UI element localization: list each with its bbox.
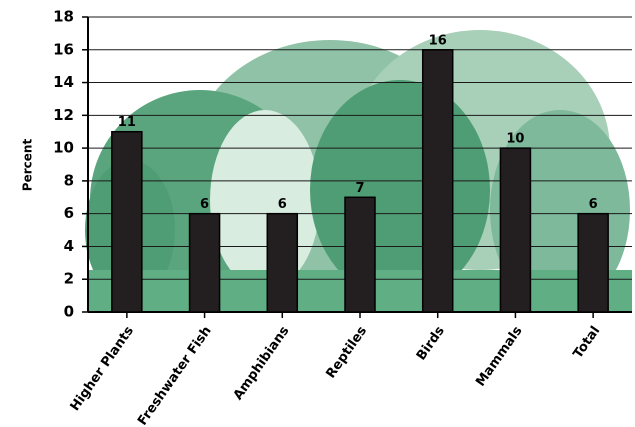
x-tick-label: Freshwater Fish <box>135 324 215 427</box>
data-label: 6 <box>200 197 209 212</box>
data-label: 6 <box>589 197 598 212</box>
y-tick-label: 0 <box>64 303 74 321</box>
x-tick-label: Reptiles <box>324 323 371 381</box>
data-label: 7 <box>355 181 364 196</box>
bar <box>188 212 221 313</box>
x-tick-label: Amphibians <box>231 323 293 402</box>
bar <box>344 196 376 313</box>
x-tick-label: Higher Plants <box>68 323 138 413</box>
y-tick-label: 2 <box>64 270 74 288</box>
y-axis-label: Percent <box>21 139 35 192</box>
y-tick-label: 12 <box>53 106 74 124</box>
y-tick-label: 16 <box>53 40 74 58</box>
data-label: 6 <box>278 197 287 212</box>
data-label: 11 <box>118 115 136 130</box>
data-label: 10 <box>506 132 524 147</box>
y-tick-label: 18 <box>53 8 74 26</box>
bar <box>421 49 454 313</box>
y-tick-label: 10 <box>53 139 74 157</box>
x-tick-label: Birds <box>414 323 448 363</box>
bar <box>577 212 609 313</box>
x-tick-label: Mammals <box>473 323 525 389</box>
y-tick-label: 14 <box>53 73 74 91</box>
y-tick-label: 4 <box>64 237 74 255</box>
y-tick-label: 8 <box>64 171 74 189</box>
bar <box>111 130 143 313</box>
bar <box>266 212 299 313</box>
bar <box>499 147 532 313</box>
data-label: 16 <box>429 33 447 48</box>
y-tick-label: 6 <box>64 204 74 222</box>
x-tick-label: Total <box>571 324 604 362</box>
